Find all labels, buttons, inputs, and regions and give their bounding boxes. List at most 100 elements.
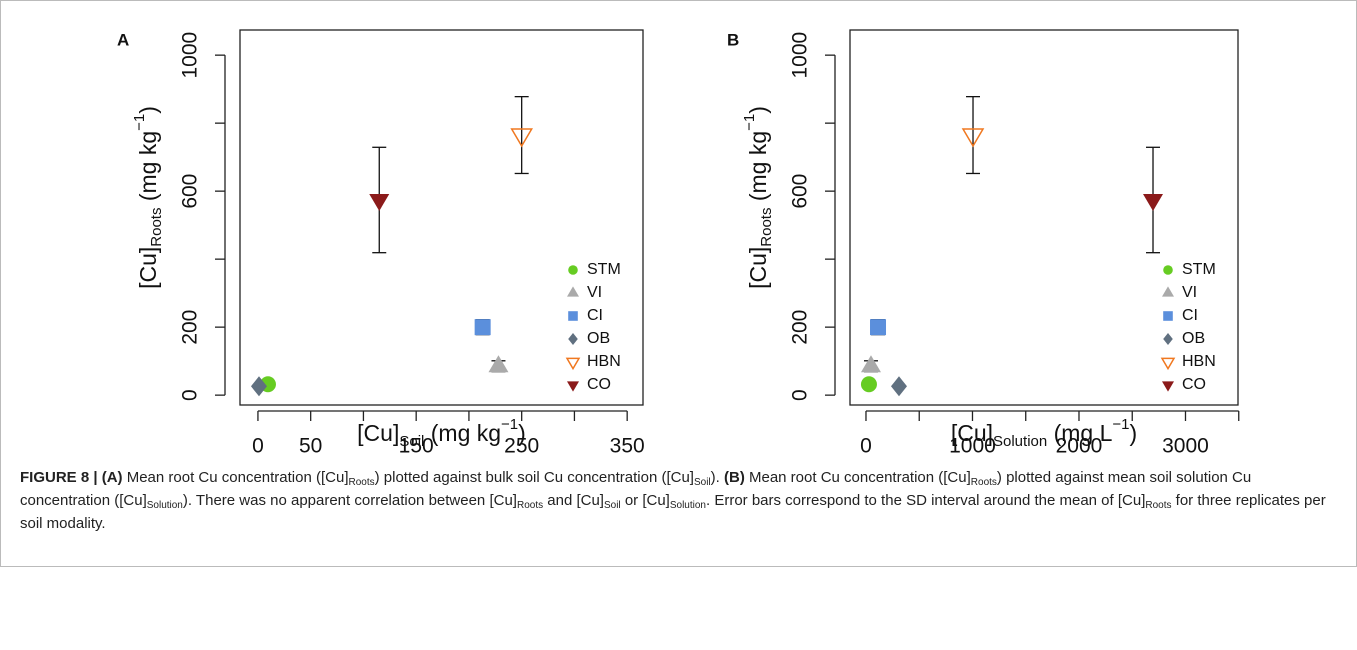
legend-label: CI [587, 307, 603, 324]
x-axis-label: [Cu]Soil (mg kg−1) [357, 416, 526, 450]
legend-marker [568, 311, 578, 321]
plot-frame [239, 29, 644, 406]
legend-marker [1162, 381, 1174, 392]
caption-text: ). There was no apparent correlation bet… [182, 492, 517, 509]
axis-label-part: ) [1130, 420, 1138, 446]
marker [369, 193, 390, 211]
plot-frame [849, 29, 1239, 406]
y-tick-label: 0 [179, 389, 202, 401]
caption-text: Roots [516, 500, 544, 511]
legend-marker [565, 357, 581, 371]
y-tick-label: 1000 [789, 32, 812, 79]
caption-text: Roots [348, 477, 375, 488]
x-tick-label: 350 [610, 435, 645, 458]
caption-text: Mean root Cu concentration ([Cu] [122, 469, 349, 486]
caption-text: ) plotted against mean soil solution Cu … [20, 469, 1252, 509]
axis-label-part: [Cu] [745, 247, 771, 289]
axis-label-part: Soil [399, 433, 424, 450]
caption-text: . Error bars correspond to the SD interv… [705, 492, 1146, 509]
caption-text: for three replicates per soil modality. [20, 492, 1326, 532]
caption-text: Solution [146, 500, 183, 511]
axis-label-part: Roots [148, 208, 165, 247]
x-tick-label: 2000 [1056, 435, 1103, 458]
axis-label-part: (mg L [1047, 420, 1112, 446]
x-tick-label: 1000 [949, 435, 996, 458]
legend-marker [1160, 357, 1176, 371]
caption-text: Roots [1145, 500, 1172, 511]
axis-label-part: −1 [1112, 416, 1129, 433]
legend-label: HBN [1182, 353, 1216, 370]
marker [860, 355, 881, 373]
axis-label-part: [Cu] [135, 247, 161, 289]
legend-marker [1163, 265, 1173, 275]
axis-label-part: −1 [131, 114, 148, 131]
marker [860, 376, 877, 393]
legend-label: STM [1182, 261, 1216, 278]
y-tick-label: 200 [179, 310, 202, 345]
legend-label: HBN [587, 353, 621, 370]
y-axis-label: [Cu]Roots (mg kg−1) [741, 106, 775, 289]
legend-marker [1163, 333, 1173, 345]
marker [1143, 193, 1164, 211]
legend-label: CI [1182, 307, 1198, 324]
x-tick-label: 0 [860, 435, 872, 458]
caption-text: or [Cu] [620, 492, 670, 509]
y-tick-label: 600 [789, 174, 812, 209]
x-tick-label: 150 [399, 435, 434, 458]
caption-text: FIGURE 8 | (A) [20, 469, 123, 486]
caption-text: ) plotted against bulk soil Cu concentra… [374, 469, 694, 486]
caption-text: Roots [970, 477, 997, 488]
marker [510, 128, 533, 148]
caption-text: (B) [724, 469, 745, 486]
x-tick-label: 250 [504, 435, 539, 458]
axis-label-part: Solution [993, 433, 1047, 450]
axis-label-part: ) [135, 106, 161, 114]
axis-label-part: [Cu] [357, 420, 399, 446]
legend-label: CO [1182, 376, 1206, 393]
marker [890, 376, 907, 397]
caption-text: Soil [603, 500, 621, 511]
axis-label-part: −1 [501, 416, 518, 433]
marker [870, 319, 887, 336]
legend-label: VI [1182, 284, 1197, 301]
marker [250, 376, 267, 397]
y-axis-label: [Cu]Roots (mg kg−1) [131, 106, 165, 289]
legend-label: STM [587, 261, 621, 278]
x-tick-label: 0 [252, 435, 264, 458]
legend-label: VI [587, 284, 602, 301]
y-tick-label: 600 [179, 174, 202, 209]
legend-marker [1163, 311, 1173, 321]
axis-label-part: −1 [741, 114, 758, 131]
axis-label-part: [Cu] [951, 420, 993, 446]
legend-marker [567, 381, 579, 392]
axis-label-part: (mg kg [745, 131, 771, 208]
axis-label-part: ) [745, 106, 771, 114]
caption-text: Mean root Cu concentration ([Cu] [744, 469, 971, 486]
caption-text: and [Cu] [543, 492, 604, 509]
legend-label: OB [587, 330, 610, 347]
caption-text: Soil [693, 477, 711, 488]
axis-label-part: ) [518, 420, 526, 446]
axis-label-part: (mg kg [135, 131, 161, 208]
panel-label: B [727, 30, 739, 49]
axis-label-part: (mg kg [424, 420, 501, 446]
y-tick-label: 0 [789, 389, 812, 401]
x-tick-label: 3000 [1162, 435, 1209, 458]
caption-text: Solution [669, 500, 706, 511]
panel-label: A [117, 30, 129, 49]
x-axis-label: [Cu]Solution (mg L−1) [951, 416, 1137, 450]
caption: FIGURE 8 | (A) Mean root Cu concentratio… [20, 466, 1335, 535]
marker [488, 355, 509, 373]
marker [474, 319, 491, 336]
y-tick-label: 200 [789, 310, 812, 345]
legend-label: OB [1182, 330, 1205, 347]
legend-marker [568, 333, 578, 345]
legend-label: CO [587, 376, 611, 393]
legend-marker [567, 286, 579, 297]
marker [961, 128, 985, 148]
caption-text: ). [710, 469, 720, 486]
legend-marker [568, 265, 578, 275]
y-tick-label: 1000 [179, 32, 202, 79]
